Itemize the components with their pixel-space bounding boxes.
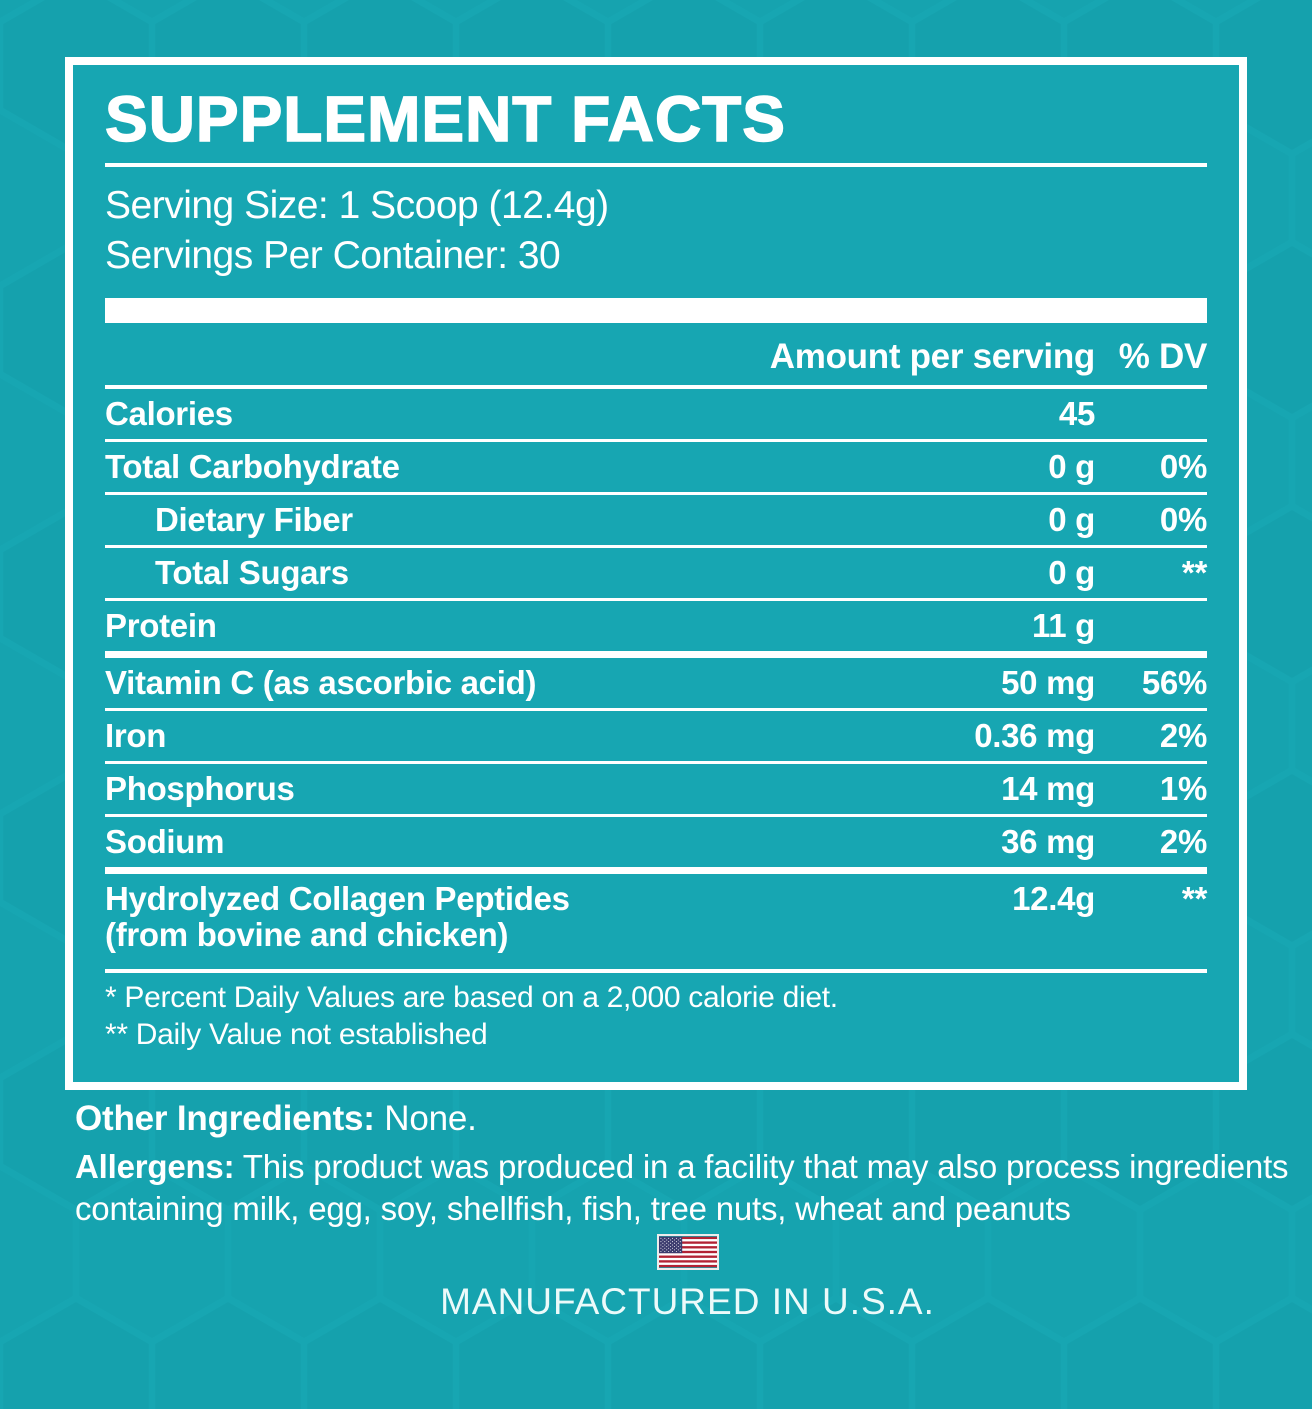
nutrient-dv: 56%	[1141, 664, 1207, 701]
nutrient-name: Iron	[105, 717, 167, 754]
row-hydrolyzed-collagen-peptides: Hydrolyzed Collagen Peptides (from bovin…	[105, 874, 1207, 973]
nutrient-amount: 45	[1058, 395, 1095, 432]
nutrient-amount: 0 g	[1048, 448, 1095, 485]
servings-per-container: Servings Per Container: 30	[105, 234, 561, 277]
nutrient-name: Calories	[105, 395, 233, 432]
title-divider	[105, 163, 1207, 167]
row-iron: Iron 0.36 mg 2%	[105, 711, 1207, 764]
other-ingredients: Other Ingredients: None.	[75, 1096, 1300, 1142]
table-header: Amount per serving % DV	[105, 333, 1208, 377]
nutrient-dv: 2%	[1159, 717, 1207, 754]
nutrient-name: Phosphorus	[105, 770, 295, 807]
allergens-label: Allergens:	[75, 1148, 235, 1185]
flag-container	[75, 1234, 1300, 1270]
row-vitamin-c: Vitamin C (as ascorbic acid) 50 mg 56%	[105, 658, 1207, 711]
supplement-facts-panel: SUPPLEMENT FACTS Serving Size: 1 Scoop (…	[65, 57, 1247, 1090]
footnote-dv-not-established: ** Daily Value not established	[105, 1018, 488, 1051]
nutrient-name: Total Carbohydrate	[105, 448, 400, 485]
allergens-text: This product was produced in a facility …	[75, 1148, 1289, 1227]
nutrient-dv: 0%	[1159, 448, 1207, 485]
panel-title: SUPPLEMENT FACTS	[104, 83, 786, 155]
thick-divider	[105, 298, 1207, 323]
nutrient-dv: **	[1181, 880, 1207, 917]
row-dietary-fiber: Dietary Fiber 0 g 0%	[105, 495, 1207, 548]
nutrient-amount: 11 g	[1031, 607, 1095, 644]
row-total-sugars: Total Sugars 0 g **	[105, 548, 1207, 601]
nutrient-amount: 0 g	[1048, 554, 1095, 591]
nutrient-name: Vitamin C (as ascorbic acid)	[105, 664, 537, 701]
nutrient-name: Sodium	[105, 823, 225, 860]
nutrient-name: Dietary Fiber	[155, 501, 353, 538]
nutrient-name: Protein	[105, 607, 217, 644]
row-protein: Protein 11 g	[105, 601, 1207, 658]
nutrient-amount: 12.4g	[1012, 880, 1095, 917]
nutrient-dv: 1%	[1159, 770, 1207, 807]
percent-dv-header: % DV	[1118, 337, 1208, 376]
nutrient-amount: 0.36 mg	[974, 717, 1095, 754]
other-ingredients-value: None.	[384, 1099, 477, 1138]
footnotes: * Percent Daily Values are based on a 2,…	[105, 979, 1207, 1053]
serving-size: Serving Size: 1 Scoop (12.4g)	[105, 184, 609, 227]
row-total-carbohydrate: Total Carbohydrate 0 g 0%	[105, 442, 1207, 495]
nutrient-amount: 50 mg	[1001, 664, 1095, 701]
row-phosphorus: Phosphorus 14 mg 1%	[105, 764, 1207, 817]
amount-per-serving-header: Amount per serving	[769, 337, 1096, 376]
nutrient-subname: (from bovine and chicken)	[105, 916, 509, 953]
manufactured-in-usa: MANUFACTURED IN U.S.A.	[440, 1281, 935, 1322]
below-panel-section: Other Ingredients: None. Allergens: This…	[75, 1096, 1300, 1324]
header-divider	[105, 385, 1207, 389]
allergens: Allergens: This product was produced in …	[75, 1146, 1300, 1230]
row-sodium: Sodium 36 mg 2%	[105, 817, 1207, 874]
nutrient-name: Total Sugars	[155, 554, 349, 591]
nutrient-dv: **	[1181, 554, 1207, 591]
footnote-percent-daily-values: * Percent Daily Values are based on a 2,…	[105, 981, 838, 1014]
nutrient-amount: 36 mg	[1001, 823, 1095, 860]
row-calories: Calories 45	[105, 389, 1207, 442]
nutrient-amount: 0 g	[1048, 501, 1095, 538]
nutrient-dv: 2%	[1159, 823, 1207, 860]
nutrient-amount: 14 mg	[1001, 770, 1095, 807]
other-ingredients-label: Other Ingredients:	[75, 1099, 375, 1138]
nutrient-dv: 0%	[1159, 501, 1207, 538]
nutrient-name: Hydrolyzed Collagen Peptides	[105, 880, 570, 917]
us-flag-icon	[656, 1234, 719, 1270]
